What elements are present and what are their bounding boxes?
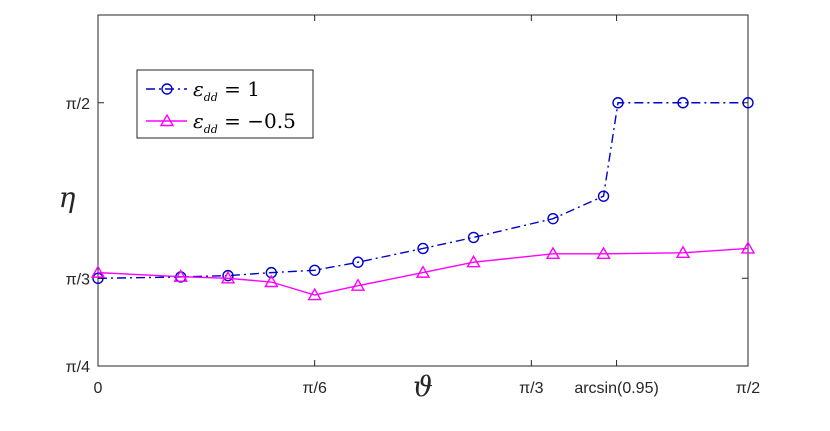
data-point-triangle [159, 113, 175, 127]
data-point-circle [417, 242, 429, 255]
data-point-triangle [740, 241, 756, 254]
y-tick-label: π/3 [66, 271, 90, 288]
series-line [97, 247, 749, 296]
series-2 [90, 241, 756, 301]
data-point-circle [597, 190, 610, 202]
data-point-triangle [264, 274, 279, 288]
legend-entry-1: εdd = 1 [193, 77, 260, 104]
data-point-triangle [173, 269, 188, 282]
x-tick-label: arcsin(0.95) [574, 380, 658, 397]
data-point-circle [308, 264, 321, 276]
data-point-triangle [466, 254, 481, 268]
data-point-circle [352, 256, 364, 268]
data-point-circle [612, 97, 624, 109]
data-point-triangle [596, 246, 611, 260]
legend-entry-2: εdd = −0.5 [193, 109, 296, 136]
data-point-circle [222, 269, 234, 282]
legend: εdd = 1 εdd = −0.5 [136, 69, 314, 139]
x-tick-label: π/6 [302, 380, 326, 397]
data-point-triangle [415, 265, 431, 278]
y-axis-label: η [59, 181, 76, 214]
data-point-triangle [350, 278, 366, 291]
legend-box [136, 69, 314, 139]
data-point-circle [161, 83, 173, 95]
data-point-triangle [90, 265, 106, 278]
data-point-triangle [307, 287, 322, 301]
x-tick-label: 0 [94, 380, 103, 397]
series-1 [92, 97, 754, 285]
series-line [97, 102, 748, 280]
data-point-circle [467, 231, 480, 244]
data-point-circle [265, 266, 278, 279]
plot-area [97, 14, 749, 367]
y-tick-label: π/2 [66, 96, 90, 113]
data-point-triangle [675, 245, 691, 259]
data-point-circle [547, 212, 559, 225]
y-tick-label: π/4 [66, 359, 90, 376]
x-tick-label: π/2 [736, 380, 760, 397]
data-point-circle [677, 97, 689, 109]
x-tick-label: π/3 [519, 380, 543, 397]
data-point-triangle [545, 246, 561, 260]
x-axis-label: ϑ [413, 370, 433, 403]
data-point-triangle [220, 270, 236, 284]
